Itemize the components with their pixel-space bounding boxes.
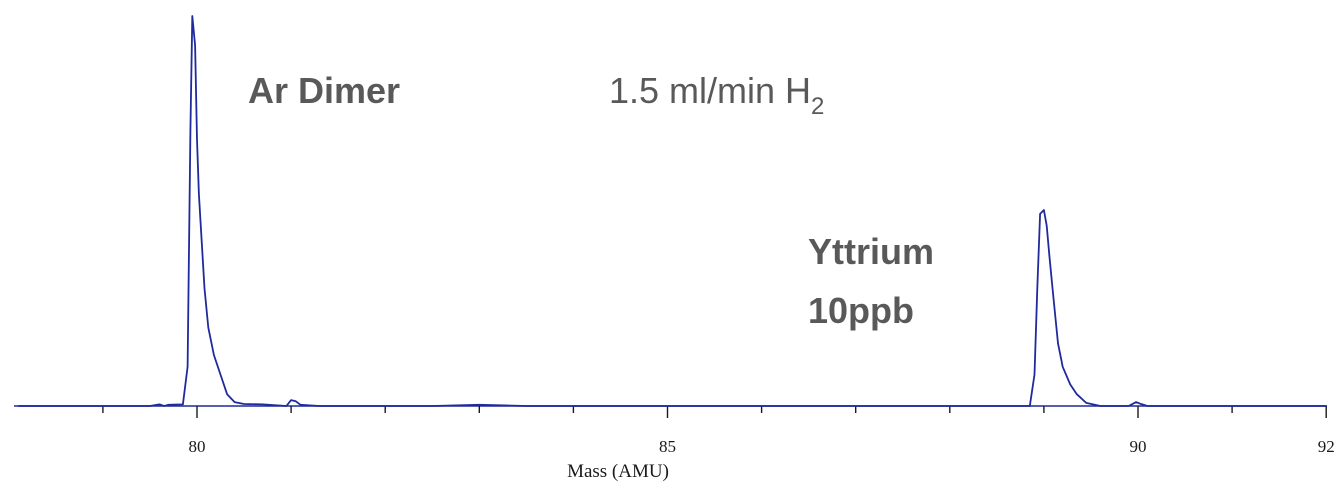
x-axis-tick-labels: 80 85 90 92 <box>189 437 1335 456</box>
annotation-flow-rate: 1.5 ml/min H2 <box>609 70 824 120</box>
annotation-concentration: 10ppb <box>808 290 914 331</box>
spectrum-line <box>18 15 1327 407</box>
annotation-yttrium: Yttrium <box>808 231 934 272</box>
x-axis-ticks <box>102 406 1327 418</box>
x-tick-label-90: 90 <box>1130 437 1147 456</box>
x-tick-label-85: 85 <box>659 437 676 456</box>
flow-rate-main: 1.5 ml/min H <box>609 70 811 111</box>
annotation-ar-dimer: Ar Dimer <box>248 70 400 111</box>
x-tick-label-92: 92 <box>1318 437 1335 456</box>
x-tick-label-80: 80 <box>189 437 206 456</box>
flow-rate-subscript: 2 <box>811 93 824 120</box>
x-axis-title: Mass (AMU) <box>567 461 669 482</box>
